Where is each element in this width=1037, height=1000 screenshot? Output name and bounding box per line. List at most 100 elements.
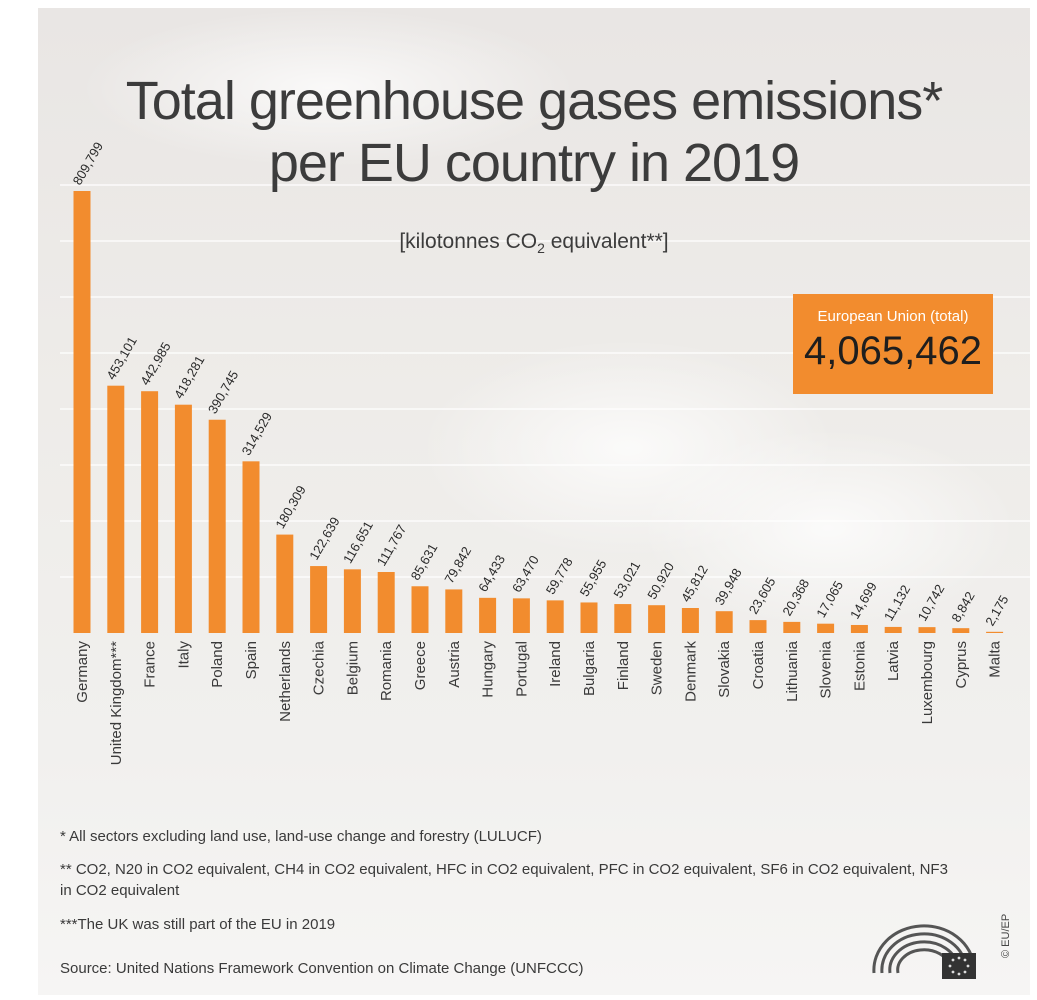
unit-subtitle: [kilotonnes CO2 equivalent**] (38, 230, 1030, 256)
category-label: Germany (74, 641, 91, 703)
bar-value-label: 63,470 (509, 553, 542, 595)
title-line-1: Total greenhouse gases emissions* (125, 71, 944, 131)
category-label: Portugal (513, 641, 530, 697)
bar-value-label: 314,529 (239, 410, 275, 458)
category-label: Poland (209, 641, 226, 688)
bar-value-label: 10,742 (915, 582, 948, 624)
bar-value-label: 418,281 (171, 353, 207, 401)
bar-austria (445, 589, 463, 633)
bar-value-label: 50,920 (644, 560, 677, 602)
category-label: Spain (243, 641, 260, 679)
bar-finland (614, 604, 632, 633)
bar-poland (208, 419, 226, 633)
category-label: United Kingdom*** (108, 641, 125, 765)
unit-suffix: equivalent**] (544, 230, 669, 253)
category-label: Denmark (682, 641, 699, 702)
bar-lithuania (783, 621, 801, 633)
bar-ireland (546, 600, 564, 633)
category-label: Luxembourg (919, 641, 936, 724)
bar-sweden (648, 605, 666, 633)
bar-greece (411, 586, 429, 633)
footnote-3: ***The UK was still part of the EU in 20… (60, 916, 336, 933)
unit-prefix: [kilotonnes CO (399, 230, 538, 253)
category-label: Ireland (547, 641, 564, 687)
background-cloud (638, 428, 1018, 628)
bar-value-label: 11,132 (881, 582, 913, 623)
bar-denmark (681, 607, 699, 633)
bar-croatia (749, 620, 767, 633)
eu-total-box: European Union (total) 4,065,462 (793, 294, 993, 394)
bar-spain (242, 461, 260, 633)
eu-total-label: European Union (total) (817, 308, 969, 325)
bar-germany (73, 191, 91, 633)
bar-slovakia (715, 611, 733, 633)
bar-value-label: 14,699 (847, 580, 880, 622)
category-label: Estonia (851, 640, 868, 691)
footnote-1: * All sectors excluding land use, land-u… (60, 828, 542, 845)
bar-latvia (884, 626, 902, 633)
bar-value-label: 79,842 (441, 544, 474, 586)
bar-hungary (479, 597, 497, 633)
category-label: Latvia (885, 640, 902, 681)
bar-value-label: 20,368 (779, 576, 812, 618)
bar-luxembourg (918, 627, 936, 633)
category-label: Italy (175, 641, 192, 669)
bar-value-label: 180,309 (272, 483, 308, 531)
source-note: Source: United Nations Framework Convent… (60, 960, 584, 977)
unit-subscript: 2 (537, 240, 545, 257)
chart-title: Total greenhouse gases emissions* per EU… (38, 70, 1030, 194)
category-label: Finland (615, 641, 632, 690)
bar-value-label: 442,985 (137, 340, 173, 388)
bar-belgium (343, 569, 361, 633)
bar-value-label: 39,948 (712, 566, 745, 608)
category-label: Lithuania (784, 640, 801, 702)
bar-value-label: 53,021 (610, 559, 643, 601)
category-label: Cyprus (953, 641, 970, 689)
bar-value-label: 2,175 (982, 593, 1011, 629)
bar-value-label: 64,433 (475, 552, 508, 594)
bar-value-label: 45,812 (678, 563, 711, 605)
bar-estonia (850, 624, 868, 633)
bar-malta (986, 631, 1004, 633)
bar-france (141, 391, 159, 633)
bar-value-label: 8,842 (948, 589, 977, 625)
category-label: Sweden (649, 641, 666, 695)
title-line-2: per EU country in 2019 (268, 133, 800, 193)
bar-czechia (310, 566, 328, 633)
bar-italy (174, 404, 192, 633)
bar-united-kingdom- (107, 385, 125, 633)
category-label: Croatia (750, 640, 767, 689)
category-label: Hungary (480, 641, 497, 698)
bar-netherlands (276, 534, 294, 633)
category-label: Slovakia (716, 640, 733, 697)
category-label: Malta (987, 640, 1004, 677)
bar-value-label: 111,767 (374, 522, 410, 569)
eu-total-value: 4,065,462 (804, 329, 982, 373)
category-label: Austria (446, 640, 463, 687)
bar-value-label: 453,101 (103, 334, 139, 382)
bar-slovenia (817, 623, 835, 633)
infographic-canvas: 809,799 Germany 453,101 United Kingdom*** 44… (38, 8, 1030, 995)
category-label: Greece (412, 641, 429, 690)
bar-value-label: 59,778 (543, 555, 576, 597)
bar-portugal (512, 598, 530, 633)
category-label: Czechia (311, 640, 328, 695)
category-label: Bulgaria (581, 640, 598, 696)
parliament-hemicycle-logo (872, 924, 976, 979)
bar-value-label: 55,955 (577, 557, 610, 599)
bar-bulgaria (580, 602, 598, 633)
category-label: France (142, 641, 159, 688)
bar-value-label: 17,065 (813, 578, 846, 620)
copyright-label: © EU/EP (1000, 913, 1012, 958)
footnote-2: ** CO2, N20 in CO2 equivalent, CH4 in CO… (60, 861, 948, 899)
bar-value-label: 23,605 (746, 575, 779, 617)
bar-cyprus (952, 628, 970, 633)
category-label: Slovenia (818, 640, 835, 698)
bar-value-label: 116,651 (340, 518, 376, 565)
category-label: Netherlands (277, 641, 294, 722)
background-cloud (78, 8, 578, 168)
category-label: Belgium (344, 641, 361, 695)
category-label: Romania (378, 640, 395, 701)
bar-romania (377, 571, 395, 633)
